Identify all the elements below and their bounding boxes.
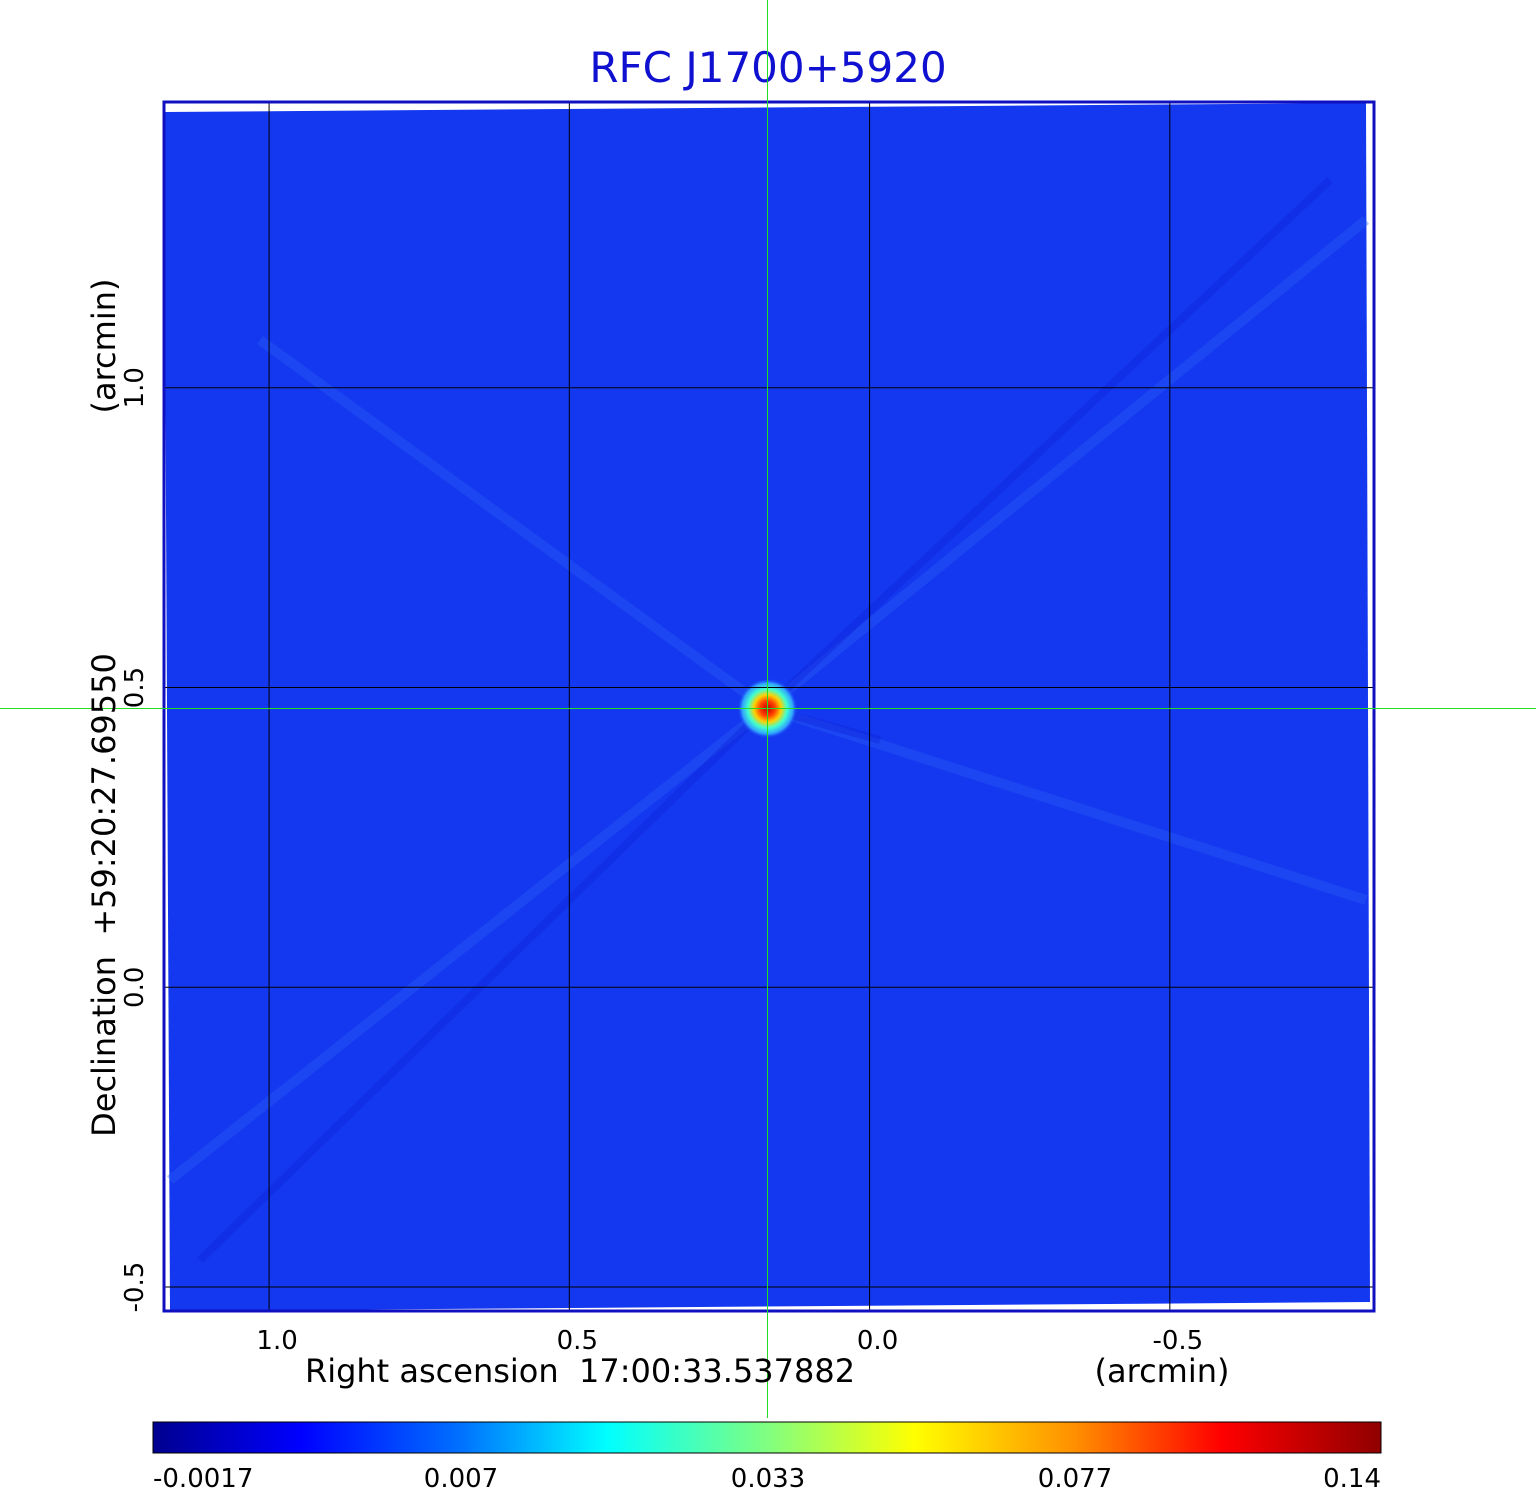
- y-tick-label: -0.5: [120, 1262, 150, 1313]
- y-tick-label: 0.5: [120, 667, 150, 708]
- x-tick-label: 0.5: [557, 1326, 598, 1356]
- x-tick-label: -0.5: [1152, 1326, 1203, 1356]
- chart-title: RFC J1700+5920: [589, 43, 946, 92]
- y-tick-labels: 1.0 0.5 0.0 -0.5: [120, 367, 150, 1312]
- y-axis-label: Declination +59:20:27.69550: [85, 653, 123, 1137]
- x-tick-label: 1.0: [256, 1326, 297, 1356]
- colorbar-tick-label: 0.007: [424, 1464, 498, 1494]
- y-tick-label: 1.0: [120, 367, 150, 408]
- x-tick-label: 0.0: [857, 1326, 898, 1356]
- x-axis-label: Right ascension 17:00:33.537882: [305, 1352, 855, 1390]
- colorbar-tick-label: 0.077: [1038, 1464, 1112, 1494]
- coordinate-grid: [164, 103, 1374, 1311]
- colorbar-tick-label: 0.033: [731, 1464, 805, 1494]
- y-tick-label: 0.0: [120, 967, 150, 1008]
- x-tick-labels: 1.0 0.5 0.0 -0.5: [256, 1326, 1203, 1356]
- colorbar-tick-labels: -0.0017 0.007 0.033 0.077 0.14: [153, 1464, 1381, 1494]
- plot-frame: [162, 100, 1376, 1313]
- x-axis-unit: (arcmin): [1095, 1352, 1230, 1390]
- colorbar-tick-label: -0.0017: [153, 1464, 253, 1494]
- colorbar-tick-label: 0.14: [1323, 1464, 1381, 1494]
- colorbar: [152, 1421, 1382, 1454]
- y-axis-unit: (arcmin): [85, 279, 123, 414]
- crosshair: [0, 0, 1536, 1418]
